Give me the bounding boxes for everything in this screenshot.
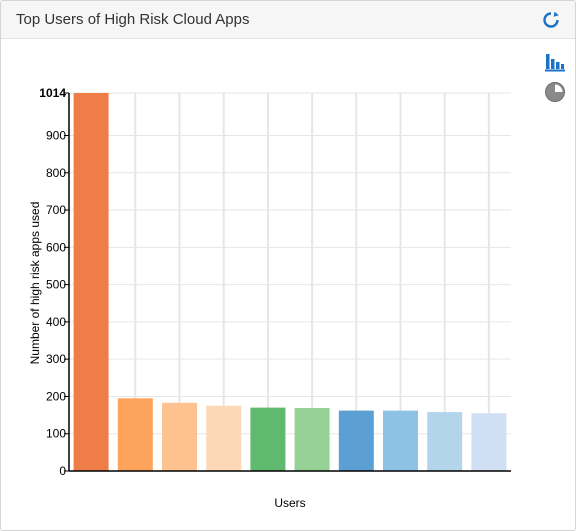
y-axis-title: Number of high risk apps used [28, 202, 42, 365]
refresh-icon[interactable] [541, 10, 561, 30]
y-tick-label: 800 [46, 166, 66, 180]
widget-header: Top Users of High Risk Cloud Apps [1, 1, 575, 39]
bar[interactable] [118, 398, 153, 471]
y-tick-label: 200 [46, 389, 66, 403]
bar[interactable] [471, 413, 506, 471]
y-tick-label: 100 [46, 427, 66, 441]
bar[interactable] [162, 403, 197, 471]
y-tick-label: 500 [46, 278, 66, 292]
widget-title: Top Users of High Risk Cloud Apps [16, 11, 249, 28]
bar[interactable] [74, 93, 109, 471]
bar-chart: 0 100 200 300 400 500 600 700 800 900 1014 Number … [1, 39, 571, 529]
y-tick-label: 0 [59, 464, 66, 478]
y-tick-label: 600 [46, 240, 66, 254]
y-tick-label: 300 [46, 352, 66, 366]
y-tick-label: 400 [46, 315, 66, 329]
y-tick-label: 900 [46, 128, 66, 142]
bar[interactable] [295, 408, 330, 471]
bar[interactable] [339, 411, 374, 471]
bar[interactable] [383, 411, 418, 471]
y-tick-label: 700 [46, 203, 66, 217]
bar[interactable] [250, 408, 285, 471]
bar[interactable] [206, 406, 241, 471]
y-tick-label: 1014 [39, 86, 66, 100]
bar[interactable] [427, 412, 462, 471]
x-axis-title: Users [274, 496, 305, 510]
